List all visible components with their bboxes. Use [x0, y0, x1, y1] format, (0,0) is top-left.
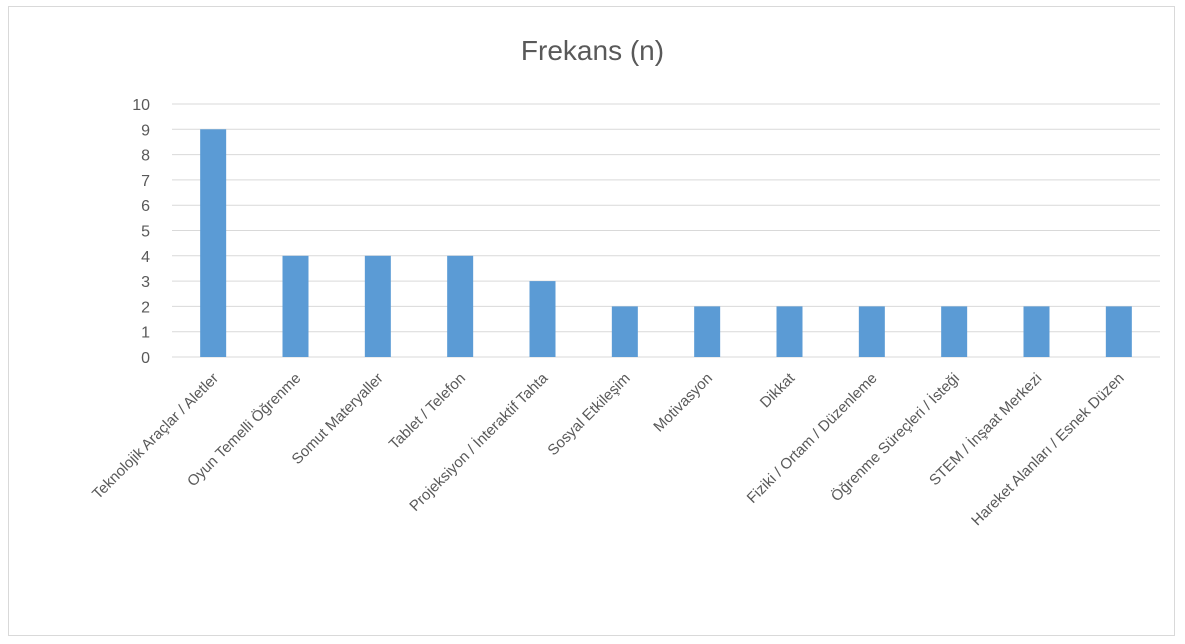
x-category-label: Projeksiyon / İnteraktif Tahta: [406, 369, 552, 515]
bar: [858, 306, 885, 357]
y-axis-ticks: 0 1 2 3 4 5 6 7 8 9 10: [132, 97, 150, 367]
y-tick-label: 1: [141, 325, 150, 342]
x-category-label: Dikkat: [757, 369, 799, 411]
bar: [447, 255, 474, 357]
y-tick-label: 5: [141, 224, 150, 241]
bar: [941, 306, 968, 357]
bar: [694, 306, 721, 357]
bar: [1023, 306, 1050, 357]
bar: [282, 255, 309, 357]
x-category-label: Motivasyon: [650, 370, 716, 436]
bar: [776, 306, 803, 357]
y-tick-label: 10: [132, 97, 150, 114]
bar: [529, 281, 556, 357]
x-category-label: Öğrenme Süreçleri / İsteği: [827, 369, 963, 505]
bar: [364, 255, 391, 357]
chart-title: Frekans (n): [520, 35, 665, 66]
x-category-label: Somut Materyaller: [289, 370, 387, 468]
y-tick-label: 9: [141, 122, 150, 139]
y-tick-label: 2: [141, 299, 150, 316]
bars: [200, 129, 1132, 357]
x-category-label: Sosyal Etkileşim: [544, 370, 633, 459]
x-category-label: Fiziki / Ortam / Düzenleme: [744, 370, 881, 507]
gridlines: [172, 103, 1160, 358]
bar: [611, 306, 638, 357]
y-tick-label: 6: [141, 198, 150, 215]
y-tick-label: 0: [141, 350, 150, 367]
y-tick-label: 3: [141, 274, 150, 291]
y-tick-label: 7: [141, 173, 150, 190]
x-category-label: Tablet / Telefon: [386, 370, 469, 453]
bar: [200, 129, 227, 357]
y-tick-label: 4: [141, 249, 150, 266]
bar: [1105, 306, 1132, 357]
y-tick-label: 8: [141, 148, 150, 165]
x-category-label: Hareket Alanları / Esnek Düzen: [968, 370, 1127, 529]
